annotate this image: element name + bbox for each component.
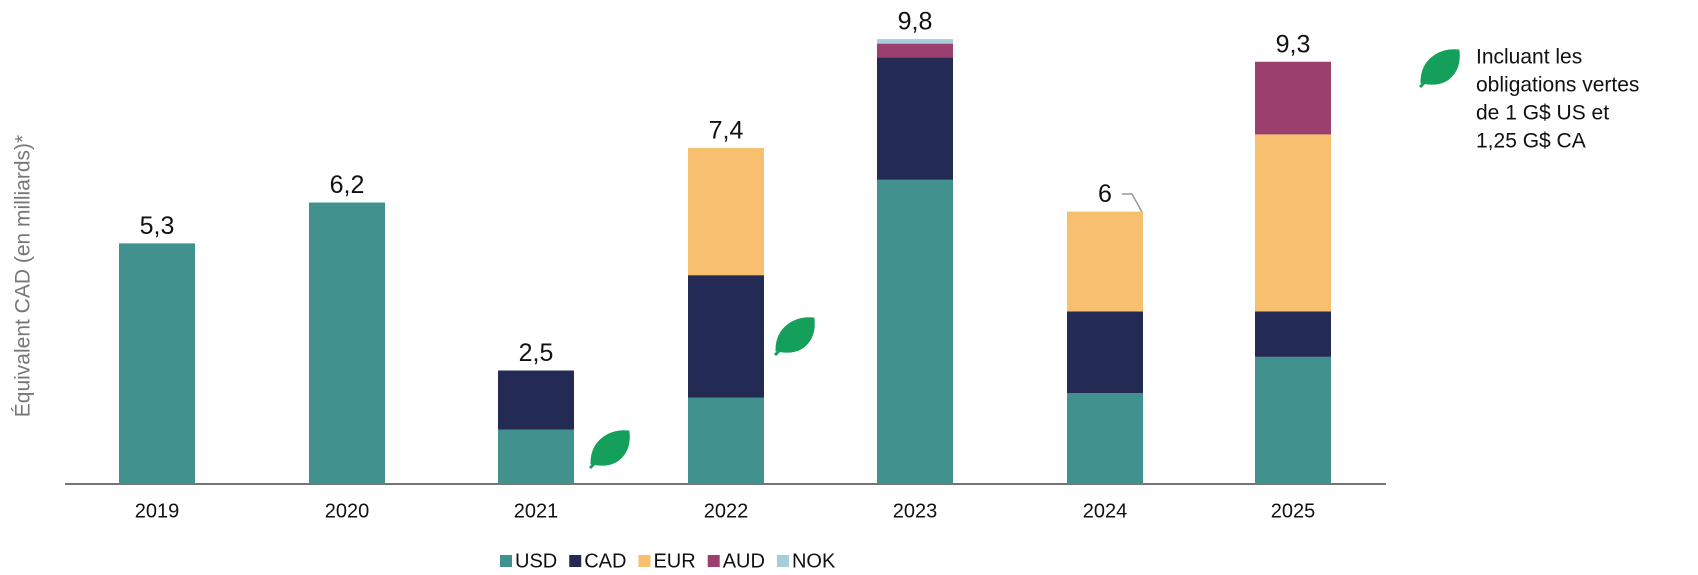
- x-tick-label: 2024: [1083, 500, 1128, 522]
- bar-segment: [877, 39, 953, 44]
- label-connector: [1122, 193, 1143, 213]
- bar-segment: [1255, 356, 1331, 484]
- bar-segment: [1255, 311, 1331, 357]
- bar-segment: [877, 43, 953, 58]
- legend-label: EUR: [653, 550, 695, 572]
- legend-label: CAD: [584, 550, 626, 572]
- annotation: de 1 G$ US et: [1476, 102, 1609, 125]
- x-tick-label: 2025: [1271, 500, 1316, 522]
- annotation: 1,25 G$ CA: [1476, 130, 1586, 153]
- bar-segment: [119, 243, 195, 484]
- x-tick-label: 2023: [893, 500, 938, 522]
- bar-segment: [1255, 134, 1331, 312]
- bar-segment: [1255, 61, 1331, 135]
- legend-swatch: [569, 555, 582, 567]
- bar-segment: [309, 202, 385, 484]
- legend-swatch: [638, 555, 651, 567]
- legend-label: AUD: [723, 550, 765, 572]
- bar-segment: [877, 179, 953, 484]
- bar-segment: [688, 275, 764, 398]
- legend-swatch: [500, 555, 512, 567]
- bar-segment: [688, 148, 764, 276]
- x-tick-label: 2019: [135, 500, 180, 522]
- x-tick-label: 2021: [514, 500, 559, 522]
- bar-segment: [1067, 393, 1143, 484]
- bar-segment: [688, 397, 764, 484]
- x-tick-label: 2022: [704, 500, 749, 522]
- total-label: 6: [1098, 180, 1112, 208]
- x-tick-label: 2020: [325, 500, 370, 522]
- y-axis-label: Équivalent CAD (en milliards)*: [12, 135, 35, 417]
- annotation: obligations vertes: [1476, 74, 1639, 97]
- total-label: 5,3: [140, 212, 175, 240]
- total-label: 6,2: [330, 171, 365, 199]
- leaf-icon: [588, 49, 1460, 470]
- bar-segment: [877, 57, 953, 180]
- total-label: 9,3: [1276, 30, 1311, 58]
- legend-swatch: [776, 555, 789, 567]
- legend-label: NOK: [792, 550, 836, 572]
- bar-segment: [498, 370, 574, 430]
- legend-swatch: [707, 555, 720, 567]
- bar-segment: [1067, 211, 1143, 312]
- bar-segment: [1067, 311, 1143, 394]
- total-label: 2,5: [519, 339, 554, 367]
- total-label: 9,8: [898, 8, 933, 36]
- annotation: Incluant les: [1476, 46, 1582, 69]
- total-label: 7,4: [709, 117, 744, 145]
- legend-label: USD: [515, 550, 557, 572]
- bar-segment: [498, 429, 574, 484]
